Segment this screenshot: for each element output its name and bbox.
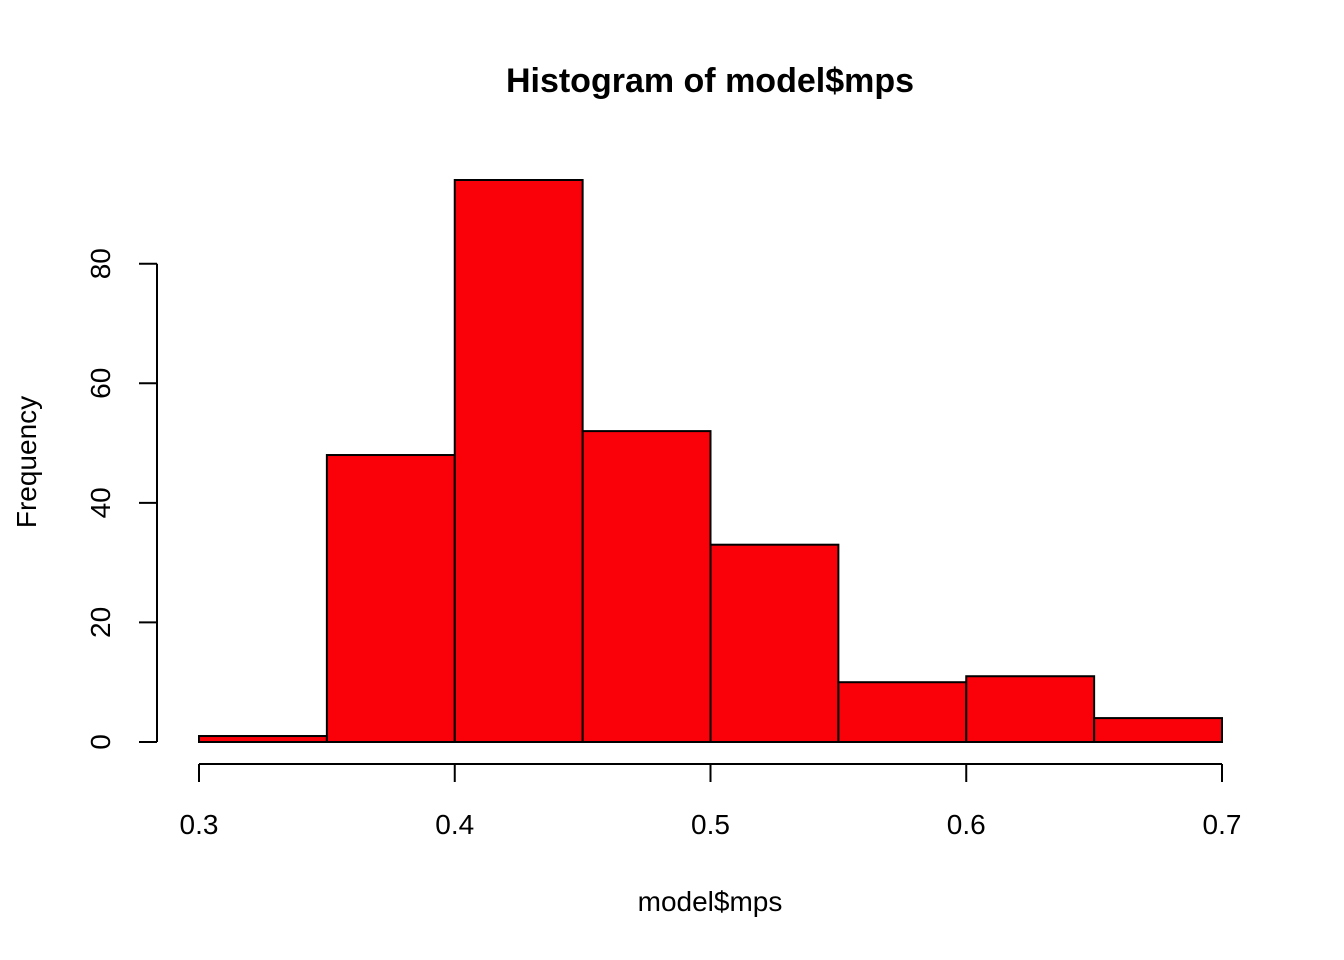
histogram-bar xyxy=(325,454,456,743)
y-tick-label: 40 xyxy=(85,487,116,518)
y-tick-label: 60 xyxy=(85,368,116,399)
y-tick-label: 80 xyxy=(85,248,116,279)
x-tick-label: 0.5 xyxy=(691,809,730,840)
histogram-bar xyxy=(709,543,840,744)
x-axis: 0.3 0.4 0.5 0.6 0.7 xyxy=(180,763,1242,840)
histogram-bar xyxy=(581,430,712,743)
chart-title: Histogram of model$mps xyxy=(506,62,914,100)
bars-group xyxy=(198,179,1223,744)
x-tick-label: 0.4 xyxy=(435,809,474,840)
x-tick-label: 0.3 xyxy=(180,809,219,840)
histogram-bar xyxy=(837,681,968,744)
x-tick-label: 0.7 xyxy=(1203,809,1242,840)
histogram-bar xyxy=(1093,717,1223,743)
y-axis: 0 20 40 60 80 xyxy=(85,248,158,750)
histogram-bar xyxy=(453,179,584,743)
y-tick-label: 20 xyxy=(85,607,116,638)
histogram-bar xyxy=(965,675,1096,744)
y-axis-label: Frequency xyxy=(11,396,42,528)
x-tick-label: 0.6 xyxy=(947,809,986,840)
histogram-bar xyxy=(198,735,328,744)
y-tick-label: 0 xyxy=(85,734,116,750)
x-axis-label: model$mps xyxy=(638,886,783,917)
